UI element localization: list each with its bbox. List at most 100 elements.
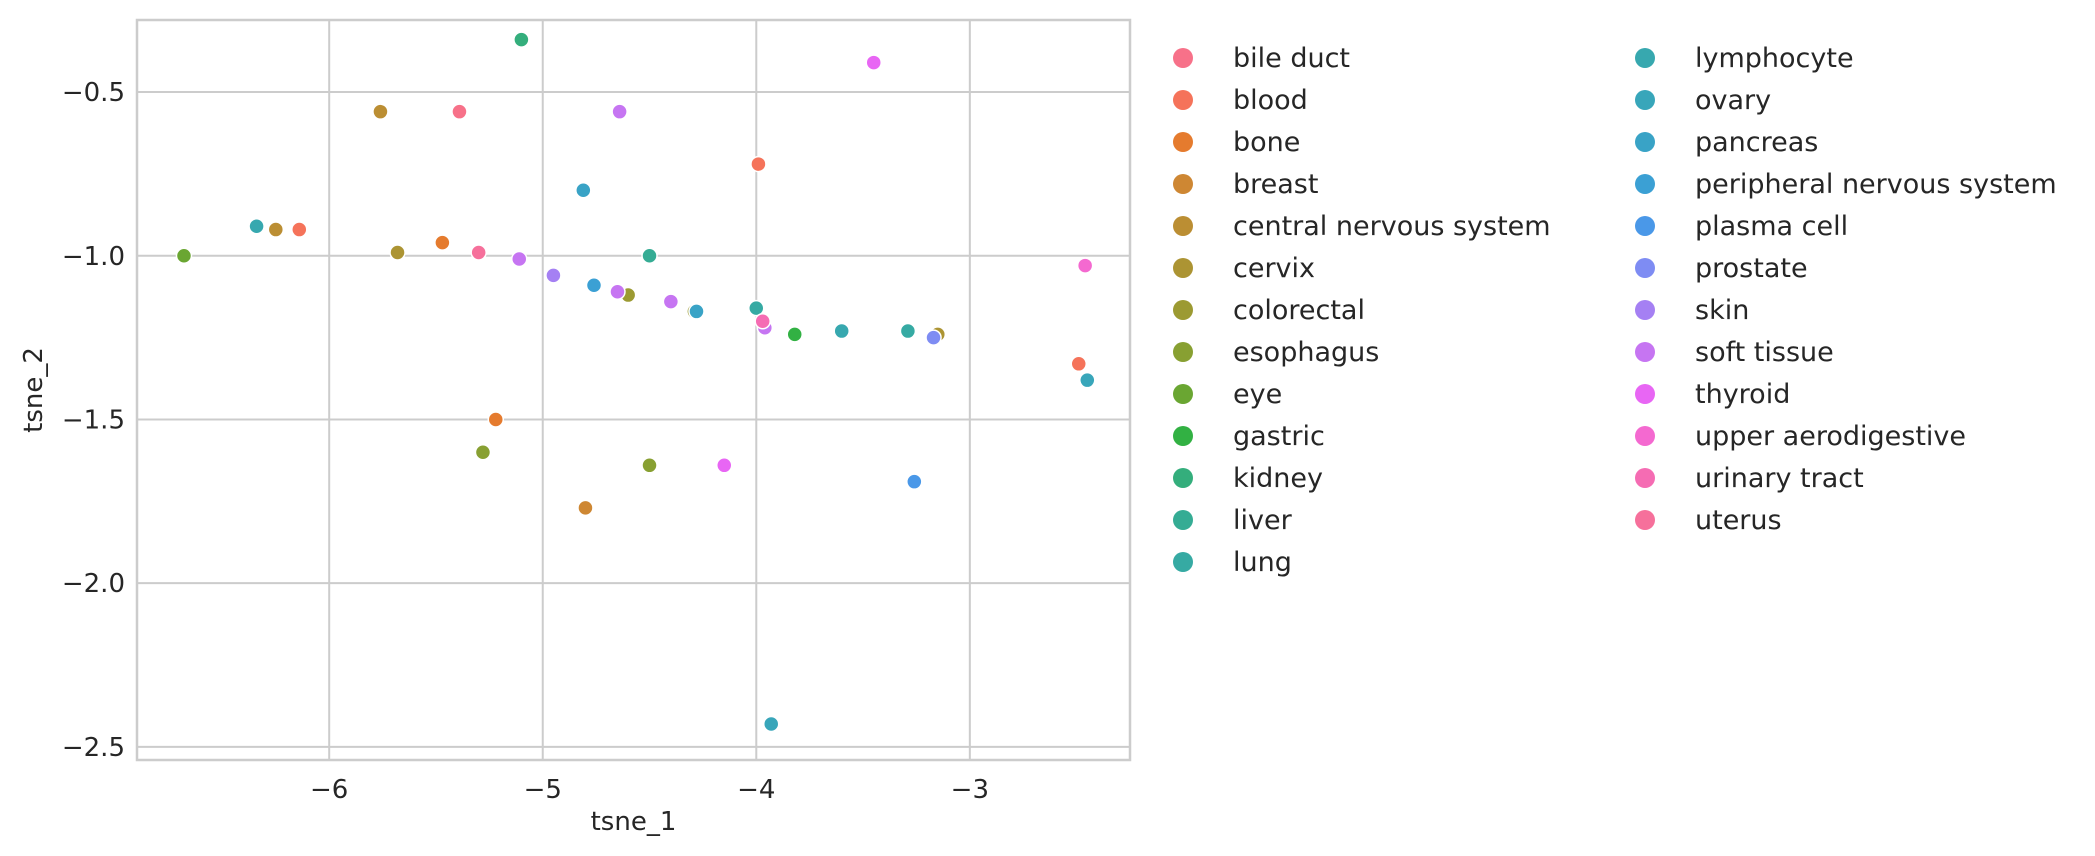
legend-marker (1173, 552, 1193, 572)
scatter-point (662, 293, 680, 310)
scatter-point (925, 329, 942, 346)
scatter-point (470, 244, 487, 261)
legend-marker (1635, 468, 1655, 488)
scatter-point (585, 276, 603, 294)
scatter-point (487, 411, 505, 428)
y-tick-label: −1.5 (62, 405, 125, 435)
legend-label: urinary tract (1695, 463, 1864, 494)
scatter-point (754, 312, 771, 330)
legend-label: blood (1233, 85, 1308, 116)
grid-lines (137, 20, 1130, 760)
scatter-point (291, 221, 308, 238)
legend-marker (1635, 342, 1655, 362)
legend-marker (1173, 510, 1193, 530)
legend-label: uterus (1695, 505, 1782, 536)
scatter-point (833, 322, 850, 340)
legend-label: esophagus (1233, 337, 1379, 368)
legend-marker (1173, 426, 1193, 446)
legend-label: plasma cell (1695, 211, 1848, 242)
scatter-point (748, 299, 765, 317)
plot-area-frame (135, 18, 1132, 762)
legend-marker (1635, 300, 1655, 320)
legend-marker (1173, 132, 1193, 152)
legend-label: breast (1233, 169, 1318, 200)
legend-marker (1173, 258, 1193, 278)
legend-label: cervix (1233, 253, 1315, 284)
legend-label: lymphocyte (1695, 43, 1854, 74)
scatter-point (1079, 371, 1096, 389)
scatter-point (434, 234, 451, 251)
legend-marker (1173, 468, 1193, 488)
legend-marker (1173, 384, 1193, 404)
scatter-point (641, 247, 658, 265)
legend-marker (1173, 90, 1193, 110)
legend-label: bile duct (1233, 43, 1350, 74)
x-tick-label: −5 (524, 775, 562, 805)
legend-label: kidney (1233, 463, 1323, 494)
y-axis-ticks: −2.5 −2.0 −1.5 −1.0 −0.5 (62, 78, 125, 763)
scatter-point (688, 303, 705, 320)
legend-label: thyroid (1695, 379, 1790, 410)
legend-label: ovary (1695, 85, 1771, 116)
legend-label: prostate (1695, 253, 1808, 284)
legend-label: gastric (1233, 421, 1325, 452)
legend-label: colorectal (1233, 295, 1365, 326)
scatter-point (1076, 257, 1094, 274)
legend-marker (1635, 90, 1655, 110)
legend-marker (1173, 48, 1193, 68)
scatter-point (474, 443, 492, 461)
x-tick-label: −3 (951, 775, 989, 805)
y-tick-label: −2.5 (62, 733, 125, 763)
legend-label: bone (1233, 127, 1300, 158)
scatter-point (267, 221, 285, 238)
scatter-point (865, 54, 882, 71)
legend-label: central nervous system (1233, 211, 1551, 242)
scatter-point (716, 457, 733, 474)
scatter-point (389, 244, 406, 261)
scatter-point (906, 473, 923, 490)
legend-marker (1635, 48, 1655, 68)
scatter-point (577, 499, 594, 517)
scatter-point (545, 267, 562, 284)
scatter-point (762, 715, 780, 733)
scatter-point (786, 326, 803, 343)
legend-marker (1635, 132, 1655, 152)
x-tick-label: −4 (737, 775, 775, 805)
scatter-point (609, 283, 626, 301)
scatter-point (1070, 355, 1087, 373)
scatter-point (611, 103, 628, 120)
legend-label: upper aerodigestive (1695, 421, 1966, 452)
legend-marker (1635, 258, 1655, 278)
legend-marker (1173, 174, 1193, 194)
scatter-point (641, 457, 658, 474)
legend-label: lung (1233, 547, 1292, 578)
legend-marker (1173, 216, 1193, 236)
scatter-point (575, 182, 592, 199)
scatter-point (899, 322, 917, 340)
legend-label: peripheral nervous system (1695, 169, 2057, 200)
legend-marker (1173, 300, 1193, 320)
x-axis-ticks: −6 −5 −4 −3 (310, 775, 989, 805)
scatter-point (372, 103, 389, 120)
scatter-point (750, 155, 767, 173)
legend-marker (1635, 216, 1655, 236)
legend-label: liver (1233, 505, 1293, 536)
legend-marker (1635, 510, 1655, 530)
x-axis-label: tsne_1 (591, 807, 677, 837)
legend-marker (1173, 342, 1193, 362)
y-tick-label: −2.0 (62, 569, 125, 599)
scatter-point (175, 247, 193, 265)
scatter-point (248, 218, 265, 235)
legend-marker (1635, 426, 1655, 446)
legend-label: eye (1233, 379, 1282, 410)
scatter-point (451, 103, 468, 120)
legend-label: pancreas (1695, 127, 1818, 158)
legend-marker (1635, 174, 1655, 194)
legend-label: skin (1695, 295, 1749, 326)
y-tick-label: −1.0 (62, 242, 125, 272)
y-axis-label: tsne_2 (19, 347, 49, 433)
data-points (175, 31, 1096, 733)
legend-label: soft tissue (1695, 337, 1834, 368)
legend-marker (1635, 384, 1655, 404)
